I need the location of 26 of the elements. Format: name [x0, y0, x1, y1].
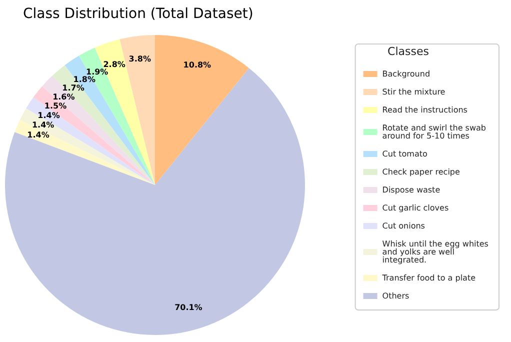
- legend-label: Cut tomato: [382, 150, 428, 158]
- data-label: 3.8%: [128, 54, 151, 64]
- data-label: 1.4%: [32, 120, 54, 130]
- legend-label: Read the instructions: [382, 106, 468, 114]
- data-label: 1.4%: [27, 130, 50, 140]
- data-label: 1.4%: [38, 110, 60, 120]
- legend-label: Dispose waste: [382, 186, 440, 194]
- legend-label: Check paper recipe: [382, 168, 460, 176]
- legend-label: Transfer food to a plate: [381, 274, 476, 282]
- legend-title: Classes: [388, 45, 430, 58]
- legend-label: Cut onions: [382, 222, 425, 230]
- data-label: 2.8%: [103, 60, 126, 70]
- legend-label: Cut garlic cloves: [382, 204, 449, 212]
- data-label: 1.7%: [62, 83, 84, 92]
- data-label: 10.8%: [183, 60, 212, 70]
- legend-label: Rotate and swirl the swab around for 5-10 times: [382, 124, 489, 140]
- data-label: 70.1%: [174, 303, 202, 312]
- legend-label: Background: [382, 70, 430, 78]
- data-label: 1.8%: [73, 74, 96, 84]
- data-label: 1.5%: [44, 102, 67, 111]
- data-label: 1.6%: [52, 92, 75, 102]
- legend-label: Stir the mixture: [382, 88, 446, 96]
- chart-title: Class Distribution (Total Dataset): [23, 6, 254, 22]
- legend-label: Whisk until the egg whites and yolks are well integrated.: [382, 240, 492, 264]
- legend-label: Others: [382, 292, 410, 300]
- data-label: 1.9%: [86, 67, 108, 76]
